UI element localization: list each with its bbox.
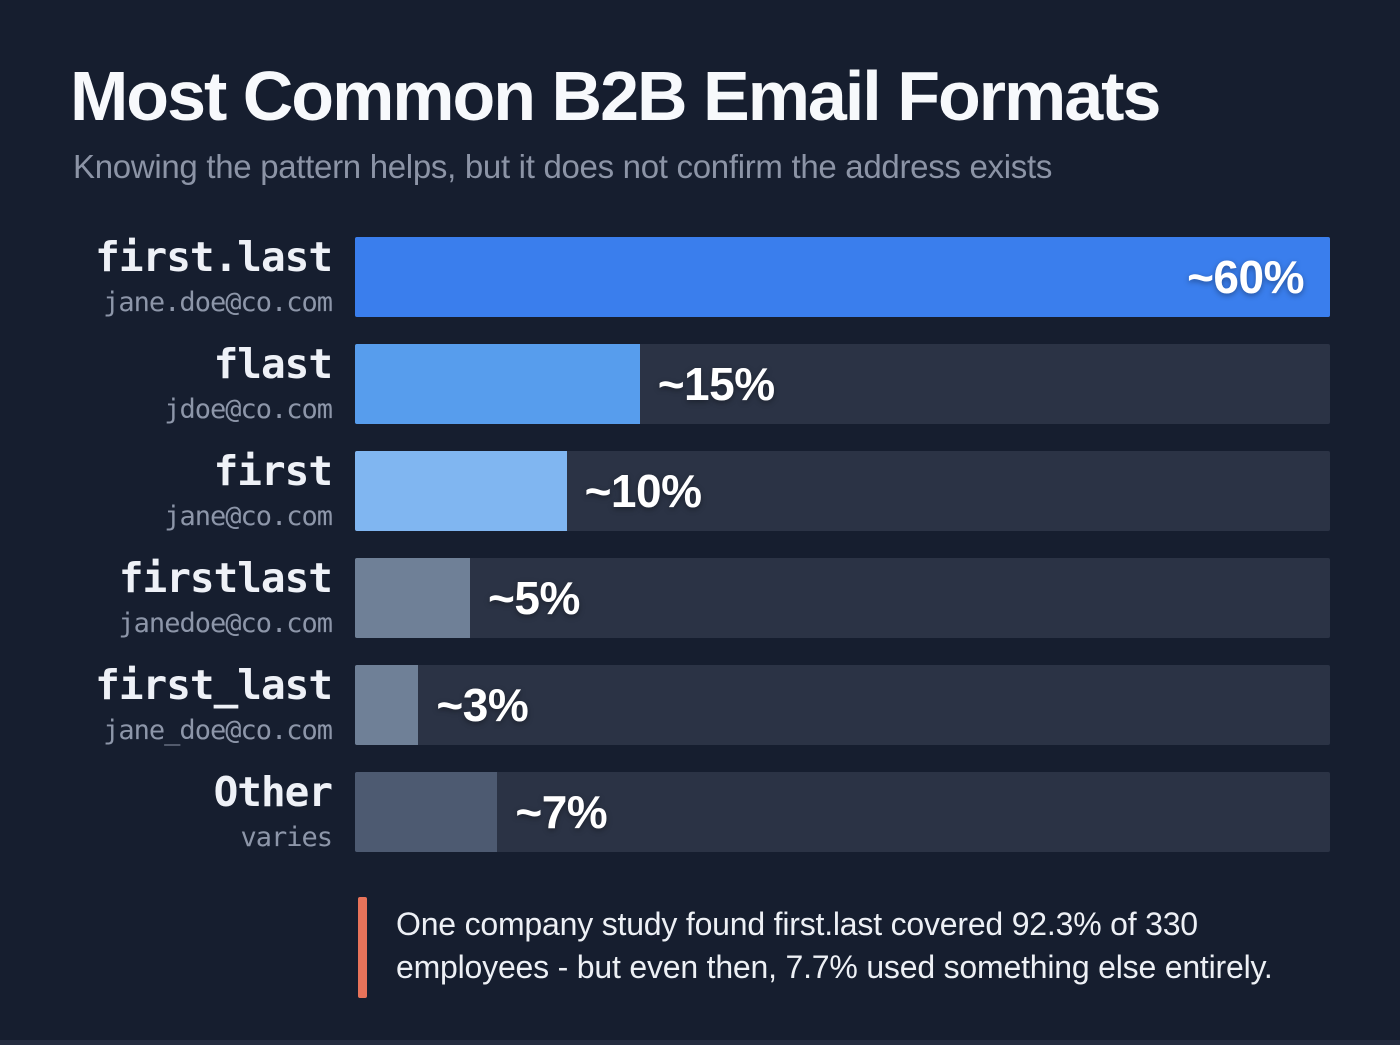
bar-value-label: ~10%	[584, 465, 702, 517]
bar-track: ~7%	[355, 772, 1330, 852]
bar-value-label: ~3%	[436, 679, 529, 731]
bar-track: ~3%	[355, 665, 1330, 745]
chart-row-flast: flast jdoe@co.com ~15%	[0, 340, 1330, 425]
format-label: first.last	[95, 233, 333, 282]
bar-fill	[355, 665, 419, 745]
example-email-label: jane_doe@co.com	[103, 714, 333, 746]
row-label-group: Other varies	[0, 768, 333, 853]
page-title: Most Common B2B Email Formats	[70, 57, 1161, 135]
bar-fill	[355, 772, 498, 852]
row-label-group: first_last jane_doe@co.com	[0, 661, 333, 746]
page-subtitle: Knowing the pattern helps, but it does n…	[73, 148, 1053, 185]
bottom-edge-divider	[0, 1040, 1400, 1045]
row-label-group: flast jdoe@co.com	[0, 340, 333, 425]
chart-row-first: first jane@co.com ~10%	[0, 447, 1330, 532]
bar-chart: first.last jane.doe@co.com ~60% flast jd…	[0, 233, 1330, 879]
row-label-group: firstlast janedoe@co.com	[0, 554, 333, 639]
bar-fill	[355, 237, 1330, 317]
row-label-group: first jane@co.com	[0, 447, 333, 532]
chart-row-firstlast: firstlast janedoe@co.com ~5%	[0, 554, 1330, 639]
format-label: flast	[213, 340, 333, 389]
bar-fill	[355, 344, 640, 424]
bar-track: ~60%	[355, 237, 1330, 317]
example-email-label: jane@co.com	[164, 500, 333, 532]
callout-text: One company study found first.last cover…	[396, 903, 1273, 989]
example-email-label: jdoe@co.com	[164, 393, 333, 425]
chart-row-other: Other varies ~7%	[0, 768, 1330, 853]
example-email-label: janedoe@co.com	[118, 607, 333, 639]
callout-accent-bar	[358, 897, 367, 998]
chart-row-first-underscore-last: first_last jane_doe@co.com ~3%	[0, 661, 1330, 746]
bar-track: ~5%	[355, 558, 1330, 638]
bar-value-label: ~7%	[515, 786, 608, 838]
bar-fill	[355, 451, 567, 531]
row-label-group: first.last jane.doe@co.com	[0, 233, 333, 318]
format-label: Other	[213, 768, 333, 817]
bar-value-label: ~60%	[1187, 251, 1304, 303]
format-label: firstlast	[118, 554, 333, 603]
format-label: first_last	[95, 661, 333, 710]
bar-value-label: ~15%	[657, 358, 775, 410]
callout-line-1: One company study found first.last cover…	[396, 906, 1198, 942]
chart-row-first-dot-last: first.last jane.doe@co.com ~60%	[0, 233, 1330, 318]
example-email-label: varies	[240, 821, 333, 853]
bar-track: ~10%	[355, 451, 1330, 531]
bar-value-label: ~5%	[488, 572, 580, 624]
bar-fill	[355, 558, 471, 638]
callout-line-2: employees - but even then, 7.7% used som…	[396, 949, 1273, 985]
format-label: first	[213, 447, 333, 496]
bar-track: ~15%	[355, 344, 1330, 424]
example-email-label: jane.doe@co.com	[103, 286, 333, 318]
